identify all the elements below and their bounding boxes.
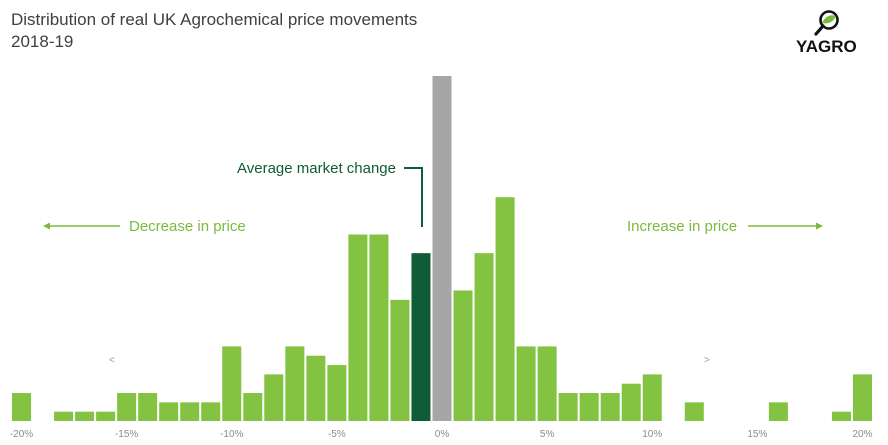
histogram-bar <box>306 355 326 421</box>
x-tick-label: -20% <box>10 429 33 440</box>
histogram-bar <box>12 393 32 421</box>
histogram-bar <box>222 346 242 421</box>
histogram-bar <box>621 383 641 421</box>
histogram-bar <box>831 411 851 421</box>
decrease-arrow-head <box>43 222 50 230</box>
histogram-bar <box>537 346 557 421</box>
histogram-bar <box>159 402 179 421</box>
histogram-bar <box>474 253 494 421</box>
histogram-bar <box>75 411 95 421</box>
histogram-bar <box>264 374 284 421</box>
histogram-bar <box>558 393 578 421</box>
x-tick-label: 5% <box>540 429 555 440</box>
right-chevron-glyph: > <box>704 355 710 366</box>
histogram-bar <box>495 197 515 421</box>
x-tick-label: -5% <box>328 429 346 440</box>
increase-in-price-label: Increase in price <box>627 218 737 235</box>
yagro-logo: YAGRO <box>796 8 857 58</box>
histogram-bar <box>516 346 536 421</box>
x-tick-label: -10% <box>220 429 243 440</box>
x-tick-label: 15% <box>747 429 767 440</box>
magnifier-leaf-icon <box>814 10 839 36</box>
average-change-bar <box>411 253 431 421</box>
histogram-bar <box>600 393 620 421</box>
histogram-bar <box>327 365 347 421</box>
chart-title-line-2: 2018-19 <box>11 32 74 51</box>
histogram-bar <box>579 393 599 421</box>
logo-wordmark: YAGRO <box>796 37 857 56</box>
histogram-bar <box>201 402 221 421</box>
x-tick-label: 10% <box>642 429 662 440</box>
increase-arrow-head <box>816 222 823 230</box>
histogram-bar <box>348 234 368 421</box>
x-axis-ticks: -20% -15% -10% -5% 0% 5% 10% 15% 20% <box>10 429 873 440</box>
x-tick-label: 0% <box>435 429 450 440</box>
histogram-bar <box>684 402 704 421</box>
chart-title-line-1: Distribution of real UK Agrochemical pri… <box>11 10 418 29</box>
histogram-bar <box>285 346 305 421</box>
histogram-bar <box>180 402 200 421</box>
bars-group <box>12 76 872 421</box>
zero-change-bar <box>432 76 452 421</box>
histogram-bar <box>453 290 473 421</box>
left-chevron-glyph: < <box>109 355 115 366</box>
histogram-bar <box>96 411 116 421</box>
x-tick-label: 20% <box>852 429 872 440</box>
decrease-in-price-label: Decrease in price <box>129 218 246 235</box>
histogram-bar <box>642 374 662 421</box>
average-market-change-label: Average market change <box>237 160 396 177</box>
histogram-bar <box>369 234 389 421</box>
histogram-bar <box>852 374 872 421</box>
histogram-bar <box>243 393 263 421</box>
histogram-bar <box>54 411 74 421</box>
chart-title: Distribution of real UK Agrochemical pri… <box>11 9 417 53</box>
average-callout-connector <box>404 167 423 227</box>
x-tick-label: -15% <box>115 429 138 440</box>
histogram-bar <box>390 299 410 421</box>
histogram-bar <box>768 402 788 421</box>
histogram-bar <box>138 393 158 421</box>
histogram-bar <box>117 393 137 421</box>
